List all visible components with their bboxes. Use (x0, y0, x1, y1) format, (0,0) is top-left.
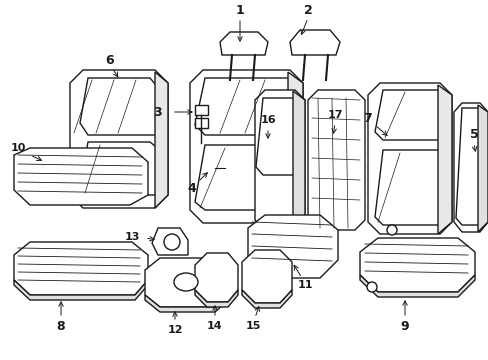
Polygon shape (287, 72, 303, 223)
Polygon shape (455, 108, 485, 225)
Text: 2: 2 (303, 4, 312, 17)
Polygon shape (152, 228, 187, 255)
Polygon shape (359, 275, 474, 297)
Polygon shape (242, 250, 291, 303)
Polygon shape (437, 85, 451, 234)
Text: 1: 1 (235, 4, 244, 17)
Polygon shape (359, 238, 474, 292)
Text: 8: 8 (57, 320, 65, 333)
Polygon shape (195, 253, 238, 302)
Text: 5: 5 (468, 129, 477, 141)
Ellipse shape (366, 282, 376, 292)
Ellipse shape (163, 234, 180, 250)
Polygon shape (145, 258, 227, 307)
Polygon shape (80, 78, 160, 135)
Text: 3: 3 (153, 105, 162, 118)
Polygon shape (453, 103, 487, 232)
Polygon shape (242, 290, 291, 308)
Polygon shape (256, 98, 302, 175)
Polygon shape (145, 295, 227, 312)
Polygon shape (70, 70, 168, 208)
Polygon shape (14, 148, 148, 205)
Polygon shape (195, 78, 297, 135)
Text: 7: 7 (363, 112, 372, 125)
Polygon shape (254, 90, 305, 230)
Polygon shape (195, 145, 297, 210)
Polygon shape (203, 162, 215, 175)
Ellipse shape (386, 225, 396, 235)
Polygon shape (195, 118, 207, 128)
Text: 6: 6 (105, 54, 114, 67)
Text: 9: 9 (400, 320, 408, 333)
Text: 16: 16 (260, 115, 275, 125)
Text: 10: 10 (10, 143, 26, 153)
Text: 12: 12 (167, 325, 183, 335)
Polygon shape (367, 83, 451, 234)
Polygon shape (477, 105, 487, 232)
Polygon shape (14, 242, 148, 295)
Text: 17: 17 (326, 110, 342, 120)
Polygon shape (374, 90, 445, 140)
Text: 14: 14 (207, 321, 223, 331)
Ellipse shape (174, 273, 198, 291)
Polygon shape (155, 72, 168, 208)
Text: 4: 4 (187, 181, 196, 194)
Polygon shape (247, 215, 337, 278)
Polygon shape (289, 30, 339, 55)
Text: 13: 13 (124, 232, 140, 242)
Polygon shape (80, 142, 160, 195)
Polygon shape (220, 32, 267, 55)
Text: 15: 15 (245, 321, 260, 331)
Polygon shape (195, 290, 238, 307)
Polygon shape (195, 105, 207, 115)
Polygon shape (374, 150, 445, 225)
Text: 11: 11 (297, 280, 312, 290)
Polygon shape (190, 70, 303, 223)
Polygon shape (14, 280, 148, 300)
Polygon shape (307, 90, 364, 230)
Polygon shape (292, 91, 305, 230)
